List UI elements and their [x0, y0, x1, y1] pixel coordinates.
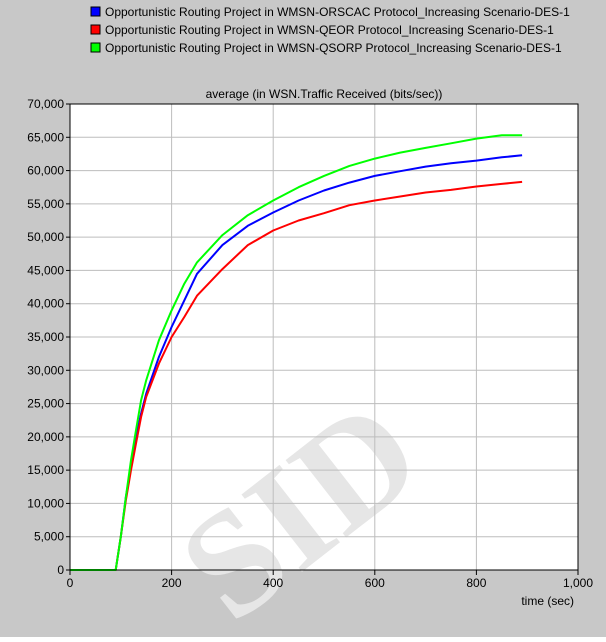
- legend-swatch: [90, 24, 101, 35]
- legend-label: Opportunistic Routing Project in WMSN-QE…: [105, 23, 554, 37]
- x-tick-label: 400: [263, 576, 283, 590]
- y-tick-label: 55,000: [27, 197, 64, 211]
- y-tick-label: 45,000: [27, 263, 64, 277]
- x-axis: 0 200 400 600 800 1,000: [67, 570, 593, 590]
- y-tick-label: 50,000: [27, 230, 64, 244]
- legend-item-qeor: Opportunistic Routing Project in WMSN-QE…: [90, 23, 554, 37]
- x-tick-label: 800: [466, 576, 486, 590]
- legend: Opportunistic Routing Project in WMSN-OR…: [90, 5, 570, 55]
- legend-label: Opportunistic Routing Project in WMSN-QS…: [105, 41, 562, 55]
- legend-item-qsorp: Opportunistic Routing Project in WMSN-QS…: [90, 41, 562, 55]
- y-tick-label: 25,000: [27, 397, 64, 411]
- y-tick-label: 65,000: [27, 130, 64, 144]
- series-line-qeor: [70, 180, 523, 571]
- x-axis-label: time (sec): [521, 594, 574, 608]
- y-tick-label: 60,000: [27, 164, 64, 178]
- y-axis: 0 5,000 10,000 15,000 20,000 25,000 30,000 35,0…: [27, 97, 70, 577]
- series-lines: [70, 134, 523, 571]
- chart-title: average (in WSN.Traffic Received (bits/s…: [206, 87, 443, 101]
- x-tick-label: 0: [67, 576, 74, 590]
- y-tick-label: 5,000: [34, 530, 64, 544]
- y-tick-label: 35,000: [27, 330, 64, 344]
- legend-item-orscac: Opportunistic Routing Project in WMSN-OR…: [90, 5, 570, 19]
- x-tick-label: 200: [162, 576, 182, 590]
- legend-label: Opportunistic Routing Project in WMSN-OR…: [105, 5, 570, 19]
- legend-swatch: [90, 6, 101, 17]
- y-tick-label: 0: [57, 563, 64, 577]
- y-tick-label: 20,000: [27, 430, 64, 444]
- y-tick-label: 15,000: [27, 463, 64, 477]
- x-tick-label: 600: [365, 576, 385, 590]
- legend-swatch: [90, 42, 101, 53]
- y-tick-label: 10,000: [27, 496, 64, 510]
- grid-lines: [70, 104, 578, 570]
- y-tick-label: 70,000: [27, 97, 64, 111]
- series-line-qsorp: [70, 134, 523, 571]
- y-tick-label: 40,000: [27, 297, 64, 311]
- x-tick-label: 1,000: [563, 576, 593, 590]
- y-tick-label: 30,000: [27, 363, 64, 377]
